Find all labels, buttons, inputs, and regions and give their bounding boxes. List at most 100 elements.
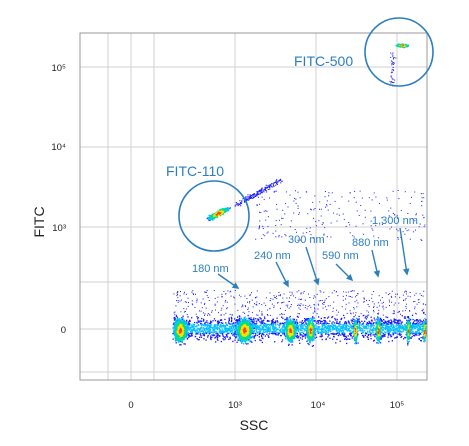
event-dot	[379, 317, 382, 320]
event-dot	[200, 336, 203, 338]
event-dot	[283, 333, 285, 335]
event-dot	[276, 334, 278, 336]
event-dot	[240, 321, 242, 323]
event-dot	[225, 328, 227, 330]
event-dot	[397, 320, 399, 322]
event-dot	[350, 330, 352, 332]
event-dot	[282, 325, 284, 327]
event-dot	[178, 340, 180, 342]
event-dot	[391, 324, 393, 326]
event-dot	[401, 321, 403, 323]
event-dot	[173, 330, 176, 332]
event-dot	[374, 333, 377, 335]
event-dot	[242, 322, 244, 324]
event-dot	[214, 323, 216, 326]
event-dot	[176, 335, 178, 337]
event-dot	[243, 333, 245, 336]
event-dot	[327, 336, 329, 338]
event-dot	[288, 333, 290, 335]
event-dot	[237, 333, 240, 335]
event-dot	[361, 320, 363, 322]
event-dot	[237, 332, 239, 334]
event-dot	[272, 327, 274, 329]
event-dot	[211, 334, 213, 336]
event-dot	[207, 328, 209, 330]
event-dot	[201, 327, 203, 329]
event-dot	[177, 339, 179, 342]
event-dot	[262, 323, 264, 325]
event-dot	[247, 314, 249, 317]
event-dot	[321, 329, 323, 332]
event-dot	[182, 332, 184, 335]
event-dot	[335, 333, 337, 335]
event-dot	[259, 328, 261, 330]
event-dot	[240, 333, 243, 335]
event-dot	[210, 326, 213, 328]
event-dot	[387, 336, 389, 338]
event-dot	[217, 320, 219, 322]
event-dot	[322, 330, 324, 332]
event-dot	[390, 319, 392, 321]
event-dot	[332, 333, 335, 335]
event-dot	[245, 318, 247, 321]
event-dot	[410, 331, 412, 333]
event-dot	[335, 332, 338, 335]
event-dot	[231, 323, 233, 325]
event-dot	[264, 323, 266, 326]
event-dot	[242, 335, 244, 337]
event-dot	[284, 319, 286, 321]
event-dot	[373, 317, 375, 319]
event-dot	[232, 329, 234, 331]
event-dot	[323, 327, 325, 329]
event-dot	[294, 326, 297, 328]
event-dot	[299, 332, 301, 334]
event-dot	[197, 333, 199, 335]
event-dot	[420, 323, 422, 325]
event-dot	[414, 325, 417, 327]
event-dot	[241, 342, 243, 344]
event-dot	[284, 335, 287, 338]
event-dot	[245, 324, 247, 326]
event-dot	[299, 323, 301, 326]
event-dot	[415, 331, 417, 333]
event-dot	[335, 326, 337, 328]
event-dot	[406, 319, 408, 321]
event-dot	[275, 331, 277, 333]
event-dot	[414, 323, 416, 325]
event-dot	[177, 338, 179, 340]
event-dot	[299, 333, 301, 335]
event-dot	[274, 331, 276, 333]
event-dot	[387, 332, 389, 334]
event-dot	[257, 326, 259, 328]
event-dot	[301, 336, 304, 338]
event-dot	[245, 325, 247, 327]
event-dot	[179, 325, 181, 328]
event-dot	[261, 322, 263, 325]
event-dot	[348, 323, 351, 325]
event-dot	[412, 318, 414, 321]
event-dot	[242, 340, 244, 343]
event-dot	[418, 338, 420, 341]
event-dot	[181, 321, 183, 323]
event-dot	[186, 334, 188, 336]
event-dot	[345, 321, 347, 323]
event-dot	[285, 318, 287, 320]
event-dot	[241, 331, 244, 333]
event-dot	[298, 329, 300, 331]
event-dot	[203, 324, 205, 326]
event-dot	[211, 321, 213, 323]
event-dot	[247, 326, 249, 328]
event-dot	[244, 316, 246, 318]
event-dot	[196, 326, 198, 328]
event-dot	[296, 332, 298, 335]
event-dot	[360, 324, 363, 326]
event-dot	[250, 328, 252, 331]
event-dot	[181, 317, 183, 319]
event-dot	[344, 328, 347, 330]
event-dot	[245, 328, 248, 330]
event-dot	[398, 328, 400, 330]
event-dot	[235, 337, 237, 339]
event-dot	[343, 334, 345, 336]
event-dot	[395, 329, 397, 331]
